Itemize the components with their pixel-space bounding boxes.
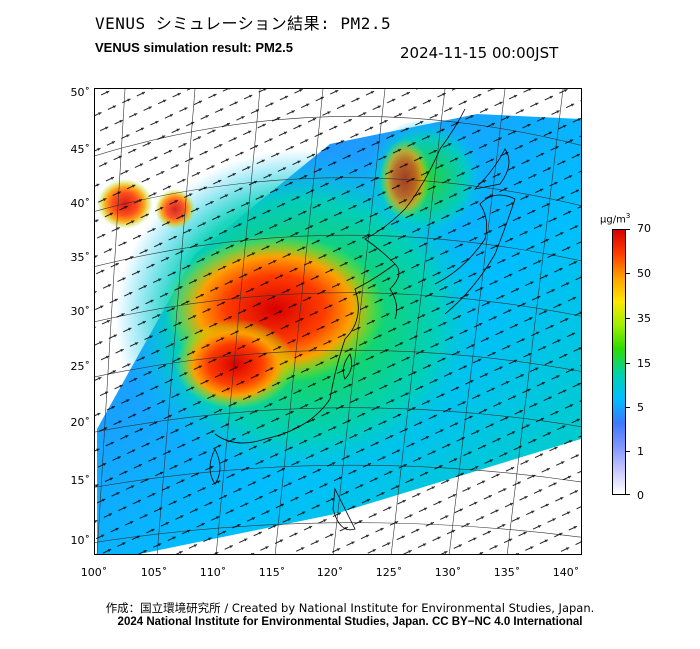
- colorbar-tick: [626, 273, 630, 274]
- colorbar-label-35: 35: [637, 312, 651, 325]
- colorbar-label-50: 50: [637, 267, 651, 280]
- colorbar-label-0: 0: [637, 489, 644, 502]
- lon-label-120: 120˚: [316, 566, 344, 579]
- lon-label-115: 115˚: [258, 566, 286, 579]
- lat-label-25: 25˚: [70, 360, 91, 373]
- colorbar-label-15: 15: [637, 357, 651, 370]
- lat-label-20: 20˚: [70, 416, 91, 429]
- lon-label-110: 110˚: [199, 566, 227, 579]
- lon-label-105: 105˚: [140, 566, 168, 579]
- lon-label-100: 100˚: [80, 566, 108, 579]
- pm25-map: [94, 88, 582, 555]
- colorbar-label-70: 70: [637, 222, 651, 235]
- lon-label-135: 135˚: [493, 566, 521, 579]
- title-japanese: VENUS シミュレーション結果: PM2.5: [95, 14, 392, 33]
- lon-label-140: 140˚: [552, 566, 580, 579]
- credit-english: 2024 National Institute for Environmenta…: [117, 616, 583, 628]
- lon-label-125: 125˚: [375, 566, 403, 579]
- colorbar-unit: μg/m3: [600, 212, 631, 226]
- lat-label-50: 50˚: [70, 86, 91, 99]
- colorbar-tick: [626, 363, 630, 364]
- lat-label-45: 45˚: [70, 143, 91, 156]
- lon-label-130: 130˚: [434, 566, 462, 579]
- lat-label-40: 40˚: [70, 197, 91, 210]
- colorbar-tick: [626, 229, 630, 230]
- lat-label-10: 10˚: [70, 534, 91, 547]
- colorbar-label-5: 5: [637, 401, 644, 414]
- lat-label-30: 30˚: [70, 305, 91, 318]
- pm25-map-svg: [95, 89, 581, 554]
- colorbar-label-1: 1: [637, 445, 644, 458]
- lat-label-15: 15˚: [70, 474, 91, 487]
- lat-label-35: 35˚: [70, 251, 91, 264]
- colorbar-tick: [626, 318, 630, 319]
- credit-japanese: 作成：国立環境研究所 / Created by National Institu…: [105, 601, 595, 615]
- colorbar-tick: [626, 451, 630, 452]
- wind-vectors: [95, 89, 581, 554]
- colorbar-tick: [626, 494, 630, 495]
- colorbar: [612, 229, 626, 495]
- colorbar-tick: [626, 407, 630, 408]
- forecast-timestamp: 2024-11-15 00:00JST: [400, 44, 559, 62]
- title-english: VENUS simulation result: PM2.5: [95, 40, 293, 55]
